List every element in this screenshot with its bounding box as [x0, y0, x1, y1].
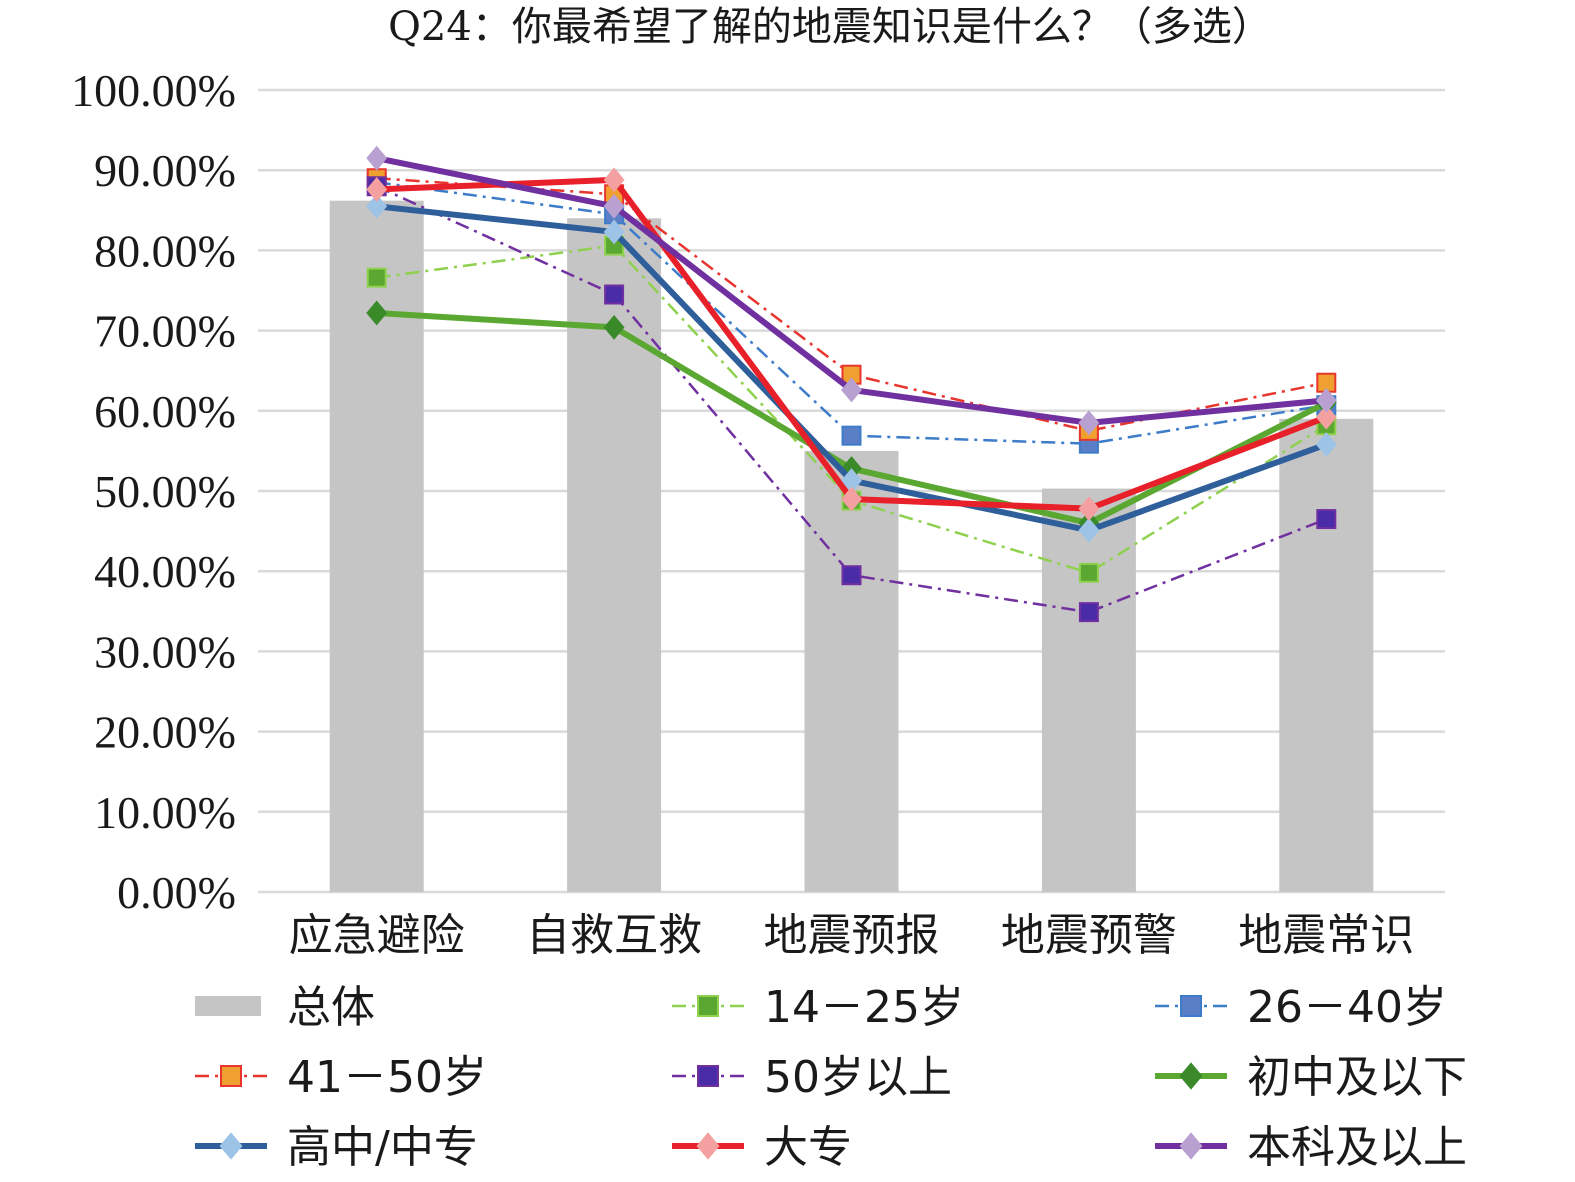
- x-tick-label: 地震预报: [764, 910, 940, 961]
- bar-series: [329, 200, 1374, 892]
- legend-marker: [697, 1065, 719, 1087]
- legend-label: 50岁以上: [764, 1052, 952, 1103]
- bar: [804, 450, 899, 892]
- data-point: [1078, 602, 1099, 623]
- legend-marker: [1179, 1062, 1203, 1090]
- data-point: [841, 377, 862, 403]
- legend-label: 总体: [287, 982, 375, 1033]
- y-tick-label: 30.00%: [94, 626, 236, 677]
- bar: [1279, 418, 1374, 892]
- y-tick-label: 70.00%: [94, 306, 236, 357]
- y-tick-label: 80.00%: [94, 225, 236, 276]
- data-point: [603, 167, 625, 193]
- y-tick-label: 40.00%: [94, 546, 236, 597]
- x-tick-label: 地震常识: [1238, 910, 1414, 961]
- legend-marker: [1180, 995, 1202, 1017]
- data-point: [603, 314, 625, 340]
- legend-label: 26－40岁: [1247, 982, 1447, 1033]
- data-point: [1315, 404, 1337, 430]
- y-tick-label: 90.00%: [94, 145, 236, 196]
- x-tick-label: 地震预警: [1001, 910, 1177, 961]
- x-tick-label: 应急避险: [289, 910, 465, 961]
- legend-label: 本科及以上: [1247, 1122, 1467, 1173]
- data-point: [366, 145, 388, 171]
- y-tick-label: 100.00%: [71, 65, 236, 116]
- data-point: [841, 565, 862, 586]
- data-point: [603, 193, 625, 219]
- legend-label: 大专: [764, 1122, 852, 1173]
- data-point: [604, 284, 625, 305]
- legend-marker: [696, 1132, 720, 1160]
- data-point: [366, 267, 387, 288]
- legend-marker: [1179, 1132, 1203, 1160]
- data-point: [1078, 410, 1100, 436]
- data-point: [366, 177, 388, 202]
- line-series: [366, 145, 1337, 623]
- chart-title: Q24：你最希望了解的地震知识是什么？（多选）: [388, 4, 1272, 50]
- legend-label: 高中/中专: [287, 1122, 478, 1173]
- data-point: [1078, 562, 1099, 583]
- data-point: [1315, 432, 1337, 457]
- legend-swatch: [195, 996, 261, 1016]
- data-point: [841, 486, 862, 512]
- data-point: [366, 193, 388, 219]
- data-point: [841, 425, 862, 446]
- data-point: [1078, 517, 1100, 543]
- legend-label: 41－50岁: [287, 1052, 487, 1103]
- data-point: [366, 300, 388, 326]
- x-tick-label: 自救互救: [526, 910, 702, 961]
- legend-marker: [220, 1065, 242, 1087]
- legend-label: 14－25岁: [764, 982, 964, 1033]
- y-axis-ticks: 0.00% 10.00% 20.00% 30.00% 40.00% 50.00% 60.00…: [71, 65, 236, 918]
- data-point: [1316, 509, 1337, 530]
- data-point: [603, 219, 625, 245]
- bar: [1041, 488, 1136, 892]
- data-point: [1078, 496, 1100, 522]
- legend-marker: [219, 1132, 243, 1160]
- data-point: [1315, 387, 1337, 413]
- x-axis-ticks: 应急避险 自救互救 地震预报 地震预警 地震常识: [289, 910, 1415, 961]
- y-tick-label: 60.00%: [94, 386, 236, 437]
- legend-marker: [697, 995, 719, 1017]
- legend-label: 初中及以下: [1247, 1052, 1467, 1103]
- y-tick-label: 10.00%: [94, 787, 236, 838]
- y-tick-label: 0.00%: [117, 867, 236, 918]
- y-tick-label: 50.00%: [94, 466, 236, 517]
- y-tick-label: 20.00%: [94, 707, 236, 758]
